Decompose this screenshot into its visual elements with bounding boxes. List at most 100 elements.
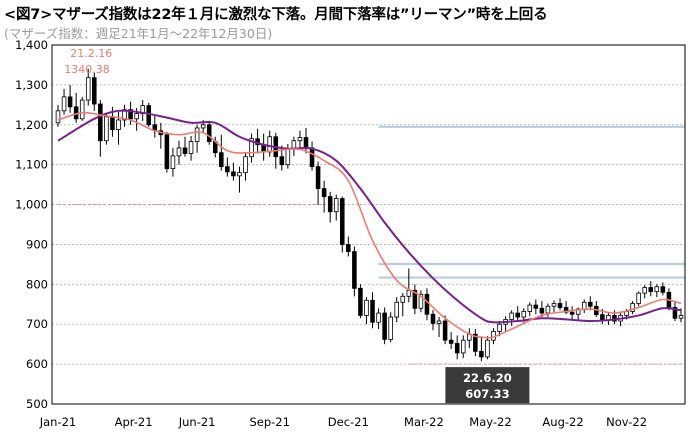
candle-up bbox=[436, 320, 442, 324]
candle-up bbox=[678, 315, 684, 319]
candle-up bbox=[497, 323, 502, 332]
candle-up bbox=[237, 172, 242, 177]
candle-up bbox=[122, 109, 127, 121]
candle-down bbox=[327, 196, 333, 213]
candle-down bbox=[473, 333, 478, 352]
y-tick-label: 1,300 bbox=[15, 78, 48, 92]
moving-averages bbox=[57, 109, 682, 339]
candle-up bbox=[116, 119, 121, 130]
candle-up bbox=[581, 301, 587, 310]
candle-down bbox=[442, 320, 448, 341]
candle-up bbox=[243, 156, 248, 174]
x-tick-label: May-22 bbox=[469, 415, 511, 429]
ma-short-line bbox=[57, 111, 682, 339]
candle-down bbox=[358, 287, 363, 316]
candle-up bbox=[104, 116, 109, 142]
candle-up bbox=[630, 303, 635, 312]
candle-down bbox=[539, 307, 545, 314]
x-tick-label: Apr-21 bbox=[115, 415, 153, 429]
candle-up bbox=[200, 124, 206, 129]
candle-up bbox=[85, 77, 91, 101]
reference-lines bbox=[58, 125, 685, 365]
y-tick-label: 500 bbox=[26, 397, 48, 411]
candle-down bbox=[231, 171, 236, 177]
y-tick-label: 1,000 bbox=[15, 198, 48, 212]
ma-long-line bbox=[57, 109, 682, 324]
candle-up bbox=[285, 148, 291, 166]
y-tick-label: 1,400 bbox=[15, 38, 48, 52]
candle-down bbox=[454, 342, 460, 354]
candle-up bbox=[134, 113, 139, 120]
candle-down bbox=[352, 251, 357, 289]
candle-down bbox=[92, 77, 97, 105]
plot-frame bbox=[51, 44, 686, 405]
candle-up bbox=[267, 136, 272, 153]
candle-down bbox=[164, 134, 170, 170]
candle-down bbox=[309, 147, 315, 168]
candle-down bbox=[67, 96, 73, 108]
candle-up bbox=[297, 137, 303, 142]
candle-down bbox=[303, 137, 309, 149]
chart-subtitle: (マザーズ指数：週足21年1月～22年12月30日) bbox=[4, 26, 273, 41]
y-tick-label: 900 bbox=[26, 237, 48, 251]
candle-up bbox=[61, 96, 67, 112]
candle-up bbox=[388, 316, 393, 340]
candle-down bbox=[128, 109, 133, 120]
candle-down bbox=[600, 314, 605, 321]
annotation-low-date: 22.6.20 bbox=[463, 371, 512, 385]
candle-down bbox=[321, 188, 327, 197]
x-tick-label: Nov-22 bbox=[606, 415, 647, 429]
candle-up bbox=[55, 110, 61, 124]
candle-down bbox=[98, 103, 103, 142]
candle-down bbox=[206, 124, 212, 142]
candle-down bbox=[182, 147, 188, 154]
candle-up bbox=[333, 198, 339, 213]
axes: 500 600 700 800 900 1,000 1,100 1,200 1,300 1,400… bbox=[15, 38, 686, 429]
candle-up bbox=[485, 339, 490, 358]
candle-up bbox=[545, 305, 551, 314]
candle-up bbox=[364, 299, 369, 316]
candle-down bbox=[587, 301, 593, 307]
x-tick-label: Aug-22 bbox=[542, 415, 583, 429]
x-tick-label: Jun-21 bbox=[178, 415, 216, 429]
candle-up bbox=[394, 301, 399, 318]
candle-up bbox=[460, 339, 466, 354]
annotation-low-box bbox=[445, 367, 530, 404]
candle-down bbox=[448, 339, 454, 344]
candle-up bbox=[176, 147, 182, 157]
candle-up bbox=[418, 293, 424, 309]
candle-down bbox=[479, 350, 484, 358]
candle-up bbox=[249, 138, 254, 158]
candle-down bbox=[225, 166, 230, 173]
candle-up bbox=[654, 286, 660, 292]
candle-down bbox=[648, 287, 654, 292]
annotation-high-value: 1340.38 bbox=[64, 63, 110, 76]
candle-up bbox=[194, 127, 200, 142]
candle-down bbox=[424, 293, 430, 315]
x-tick-label: Mar-22 bbox=[404, 415, 444, 429]
candle-up bbox=[188, 141, 194, 154]
candle-up bbox=[79, 99, 85, 120]
y-tick-label: 700 bbox=[26, 317, 48, 331]
annotation-low-value: 607.33 bbox=[465, 387, 509, 401]
x-tick-label: Jan-21 bbox=[39, 415, 77, 429]
candle-up bbox=[642, 287, 647, 294]
candle-down bbox=[382, 312, 387, 340]
x-tick-label: Sep-21 bbox=[249, 415, 289, 429]
candle-up bbox=[291, 140, 297, 150]
candle-up bbox=[376, 312, 381, 323]
candle-down bbox=[279, 156, 285, 166]
y-tick-label: 600 bbox=[26, 357, 48, 371]
candle-down bbox=[412, 289, 418, 309]
candle-up bbox=[400, 295, 406, 303]
x-tick-label: Dec-21 bbox=[328, 415, 369, 429]
candle-down bbox=[557, 303, 563, 308]
candle-up bbox=[406, 289, 412, 297]
candle-up bbox=[527, 304, 533, 312]
candle-down bbox=[219, 152, 224, 168]
y-tick-label: 1,100 bbox=[15, 158, 48, 172]
candle-down bbox=[340, 198, 345, 245]
candle-up bbox=[636, 292, 641, 304]
candle-up bbox=[551, 303, 557, 307]
